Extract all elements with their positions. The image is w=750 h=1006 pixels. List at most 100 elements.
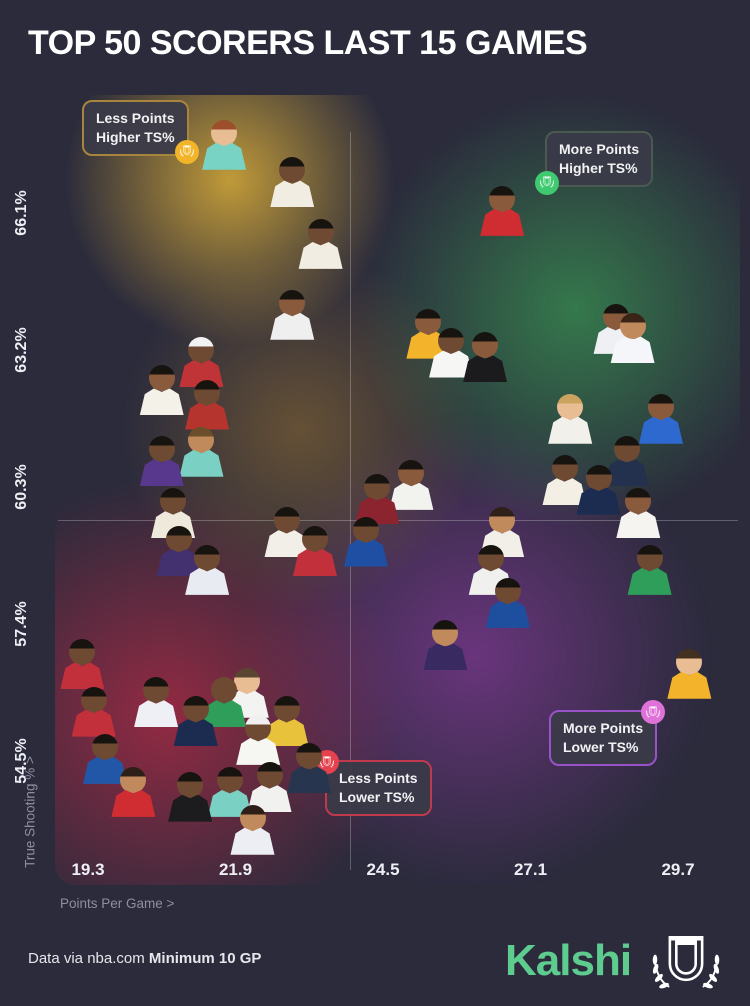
player-head — [489, 185, 516, 212]
player-head — [438, 327, 465, 354]
player-head — [80, 686, 107, 713]
player-head — [296, 743, 323, 770]
player-head — [245, 714, 272, 741]
player-jersey — [185, 567, 230, 595]
player-marker — [171, 696, 221, 747]
player-marker — [262, 696, 312, 747]
player-jersey — [627, 567, 672, 595]
player-marker — [664, 648, 714, 699]
player-head — [256, 762, 283, 789]
player-jersey — [264, 719, 309, 747]
player-marker — [386, 459, 436, 510]
player-head — [160, 488, 187, 515]
x-tick-label: 24.5 — [366, 860, 400, 879]
player-head — [148, 436, 175, 463]
player-head — [177, 771, 204, 798]
player-head — [432, 620, 459, 647]
laurel-badge — [641, 700, 666, 724]
player-jersey — [576, 487, 621, 515]
player-head — [188, 337, 215, 363]
player-jersey — [139, 388, 184, 416]
y-tick-label: 66.1% — [13, 190, 30, 236]
player-head — [676, 648, 703, 675]
player-jersey — [60, 662, 105, 690]
player-head — [585, 464, 612, 491]
player-jersey — [134, 700, 179, 728]
quadrant-label-line: Less Points — [339, 770, 418, 786]
player-head — [625, 488, 652, 515]
player-marker — [420, 620, 470, 671]
player-jersey — [270, 180, 315, 208]
player-marker — [131, 677, 181, 728]
player-head — [415, 308, 442, 335]
player-head — [477, 544, 504, 571]
player-head — [352, 516, 379, 543]
player-marker — [205, 766, 255, 817]
y-tick-label: 60.3% — [13, 464, 30, 510]
player-head — [307, 218, 334, 245]
kalshi-wordmark: Kalshi — [505, 936, 632, 985]
player-jersey — [270, 312, 315, 340]
player-marker — [636, 393, 686, 444]
player-jersey — [179, 449, 224, 477]
player-jersey — [667, 671, 712, 699]
player-head — [239, 804, 266, 831]
player-jersey — [485, 601, 530, 628]
player-head — [301, 525, 328, 552]
player-jersey — [616, 511, 661, 539]
player-marker — [176, 426, 226, 477]
player-jersey — [173, 719, 218, 747]
player-head — [472, 332, 499, 359]
quadrant-label-line: Lower TS% — [563, 738, 639, 755]
player-head — [279, 289, 306, 316]
player-head — [636, 544, 663, 571]
player-head — [489, 507, 516, 534]
player-head — [398, 459, 425, 486]
player-head — [211, 677, 238, 704]
player-jersey — [185, 402, 230, 430]
player-jersey — [236, 738, 281, 765]
player-marker — [137, 365, 187, 416]
y-axis-title: True Shooting % > — [22, 756, 38, 868]
player-jersey — [343, 539, 388, 567]
player-jersey — [542, 478, 587, 506]
player-jersey — [389, 482, 434, 510]
player-jersey — [463, 355, 508, 383]
player-marker — [574, 464, 624, 515]
player-marker — [483, 577, 533, 628]
player-marker — [245, 762, 295, 813]
player-marker — [199, 119, 249, 170]
x-tick-label: 29.7 — [661, 860, 695, 879]
quadrant-label-line: Higher TS% — [559, 159, 638, 176]
player-jersey — [71, 709, 116, 737]
player-marker — [267, 289, 317, 340]
player-jersey — [423, 643, 468, 671]
player-jersey — [548, 416, 593, 444]
laurel-u-logo — [646, 934, 726, 996]
player-marker — [608, 313, 658, 364]
player-marker — [69, 686, 119, 737]
credit-regular: Data via nba.com — [28, 950, 149, 967]
quadrant-label-line: Higher TS% — [96, 128, 175, 145]
laurel-u-icon — [539, 176, 555, 189]
player-jersey — [202, 142, 247, 170]
quadrant-label-line: More Points — [563, 720, 644, 736]
player-jersey — [111, 790, 156, 817]
player-marker — [148, 488, 198, 539]
player-marker — [625, 544, 675, 595]
quadrant-label-less-points-higher-ts: Less Points Higher TS% — [82, 100, 199, 164]
vertical-crosshair-line — [350, 132, 351, 870]
player-marker — [80, 733, 130, 784]
player-head — [619, 313, 646, 340]
player-head — [216, 766, 243, 793]
player-head — [188, 426, 215, 453]
player-head — [613, 436, 640, 463]
player-jersey — [298, 242, 343, 269]
player-marker — [290, 525, 340, 576]
player-jersey — [139, 459, 184, 487]
laurel-u-icon — [645, 706, 661, 719]
player-head — [273, 507, 300, 534]
y-tick-label: 63.2% — [13, 327, 30, 373]
x-tick-label: 19.3 — [71, 860, 105, 879]
